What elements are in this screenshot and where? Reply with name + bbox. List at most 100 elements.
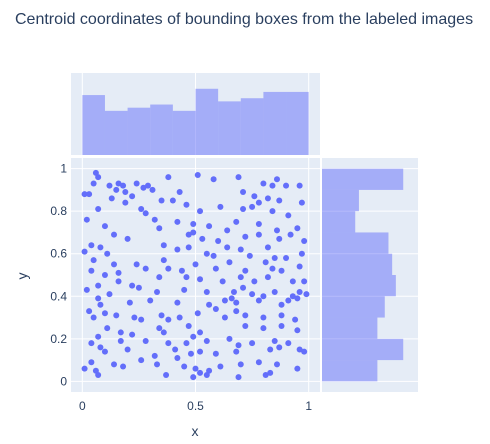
marginal-x-bar <box>286 91 309 155</box>
data-point <box>111 261 118 268</box>
data-point <box>160 257 167 264</box>
y-tick-label: 1 <box>60 162 67 176</box>
data-point <box>246 252 253 259</box>
data-point <box>88 267 95 274</box>
marginal-y-bar <box>322 211 356 233</box>
data-point <box>104 325 111 332</box>
x-tick-label: 0 <box>79 399 86 413</box>
data-point <box>264 244 271 251</box>
data-point <box>251 278 258 285</box>
data-point <box>183 340 190 347</box>
data-point <box>147 297 154 304</box>
data-point <box>301 237 308 244</box>
data-point <box>289 293 296 300</box>
data-point <box>124 235 131 242</box>
data-point <box>194 310 201 317</box>
data-point <box>104 250 111 257</box>
data-point <box>90 314 97 321</box>
data-point <box>160 329 167 336</box>
x-tick-label: 1 <box>305 399 312 413</box>
data-point <box>203 371 210 378</box>
data-point <box>156 274 163 281</box>
data-point <box>165 174 172 181</box>
data-point <box>206 223 213 230</box>
data-point <box>242 267 249 274</box>
data-point <box>126 299 133 306</box>
data-point <box>276 235 283 242</box>
data-point <box>185 323 192 330</box>
marginal-y-bar <box>322 232 389 254</box>
data-point <box>156 325 163 332</box>
marginal-x-bar <box>240 98 264 155</box>
data-point <box>233 299 240 306</box>
data-point <box>138 357 145 364</box>
marginal-y-bar <box>322 360 378 382</box>
data-point <box>122 189 129 196</box>
data-point <box>160 242 167 249</box>
data-point <box>267 346 274 353</box>
data-point <box>97 244 104 251</box>
data-point <box>142 265 149 272</box>
data-point <box>237 274 244 281</box>
data-point <box>163 371 170 378</box>
data-point <box>151 352 158 359</box>
data-point <box>212 306 219 313</box>
data-point <box>203 289 210 296</box>
data-point <box>262 259 269 266</box>
data-point <box>158 312 165 319</box>
data-point <box>264 274 271 281</box>
data-point <box>210 176 217 183</box>
data-point <box>233 308 240 315</box>
data-point <box>292 316 299 323</box>
data-point <box>212 265 219 272</box>
data-point <box>278 323 285 330</box>
data-point <box>255 359 262 366</box>
data-point <box>124 346 131 353</box>
data-point <box>192 261 199 268</box>
marginal-y-bar <box>322 189 359 212</box>
data-point <box>158 197 165 204</box>
data-point <box>278 301 285 308</box>
marginal-x-bar <box>195 88 219 155</box>
data-point <box>230 289 237 296</box>
data-point <box>235 374 242 381</box>
data-point <box>217 363 224 370</box>
y-axis-label: y <box>14 273 30 280</box>
data-point <box>169 197 176 204</box>
data-point <box>242 233 249 240</box>
data-point <box>194 172 201 179</box>
data-point <box>88 242 95 249</box>
data-point <box>221 297 228 304</box>
data-point <box>197 348 204 355</box>
data-point <box>260 180 267 187</box>
data-point <box>115 278 122 285</box>
data-point <box>133 180 140 187</box>
marginal-x-bar <box>172 110 196 155</box>
data-point <box>264 195 271 202</box>
data-point <box>235 174 242 181</box>
data-point <box>111 231 118 238</box>
data-point <box>95 174 102 181</box>
data-point <box>255 231 262 238</box>
data-point <box>294 295 301 302</box>
data-point <box>90 180 97 187</box>
data-point <box>185 244 192 251</box>
data-point <box>88 340 95 347</box>
data-point <box>151 216 158 223</box>
data-point <box>81 248 88 255</box>
data-point <box>144 182 151 189</box>
data-point <box>285 340 292 347</box>
data-point <box>108 195 115 202</box>
data-point <box>235 342 242 349</box>
marginal-y-bar <box>322 296 385 318</box>
data-point <box>296 346 303 353</box>
data-point <box>285 297 292 304</box>
data-point <box>224 244 231 251</box>
marginal-x-bar <box>104 110 128 155</box>
data-point <box>203 250 210 257</box>
data-point <box>95 282 102 289</box>
data-point <box>129 331 136 338</box>
data-point <box>185 231 192 238</box>
data-point <box>165 340 172 347</box>
